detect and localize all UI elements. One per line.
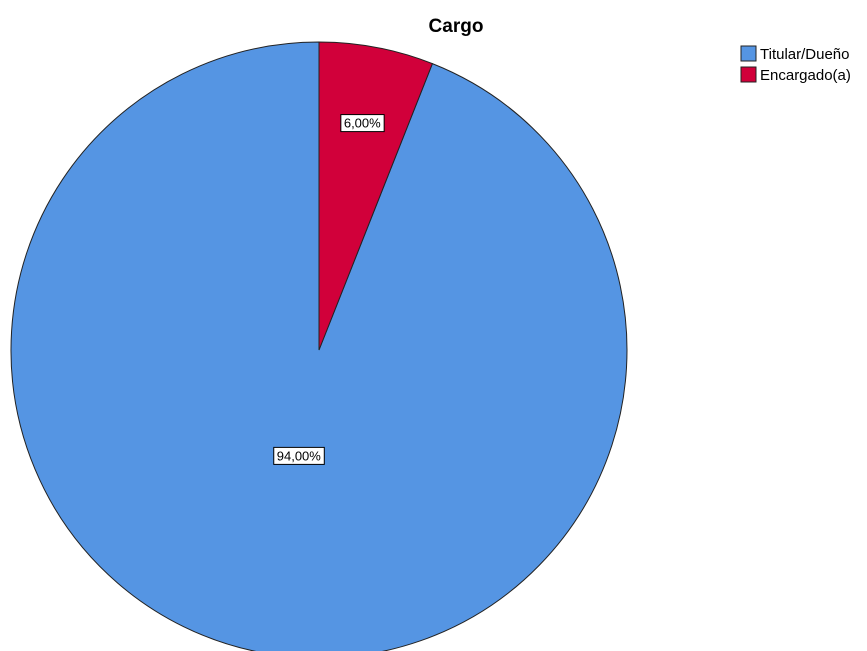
legend-swatch-1 xyxy=(740,66,757,83)
data-label-text-1: 6,00% xyxy=(344,116,381,131)
legend-label-0: Titular/Dueño xyxy=(760,46,850,63)
legend: Titular/Dueño Encargado(a) xyxy=(740,45,851,84)
data-label-text-0: 94,00% xyxy=(277,448,322,463)
data-label-box-0 xyxy=(273,446,325,465)
data-label-box-1 xyxy=(340,114,385,133)
chart-title: Cargo xyxy=(429,16,484,37)
slices-group xyxy=(10,41,628,651)
legend-swatch-0 xyxy=(740,45,757,62)
legend-label-1: Encargado(a) xyxy=(760,67,851,84)
data-label-1: 6,00% xyxy=(340,114,385,133)
data-label-0: 94,00% xyxy=(273,446,325,465)
data-labels-group: 94,00% 6,00% xyxy=(273,114,385,465)
